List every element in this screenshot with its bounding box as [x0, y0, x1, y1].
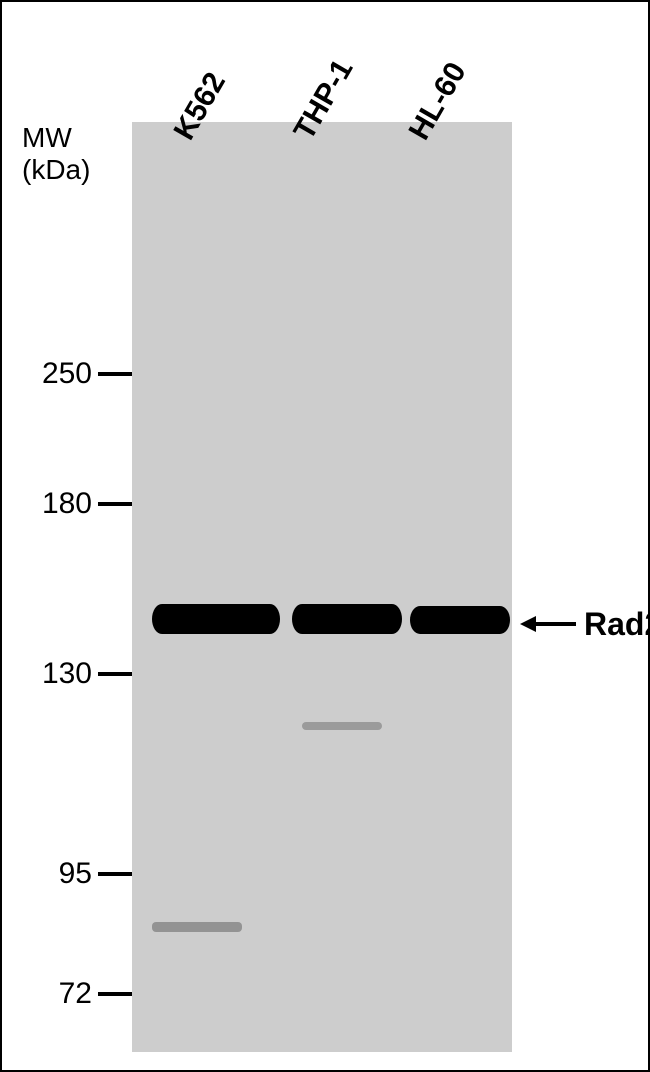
- band-lane1-rad21: [152, 604, 280, 634]
- mw-header-line2: (kDa): [22, 154, 90, 186]
- mw-tick-label: 180: [42, 487, 92, 521]
- arrow-left-icon: [520, 606, 576, 643]
- mw-tick-250: 250: [2, 357, 132, 391]
- mw-tick-180: 180: [2, 487, 132, 521]
- mw-header: MW (kDa): [22, 122, 90, 186]
- mw-header-line1: MW: [22, 122, 90, 154]
- mw-tick-line: [98, 372, 132, 376]
- mw-tick-label: 130: [42, 657, 92, 691]
- protein-label-rad21: Rad21: [520, 606, 650, 643]
- mw-tick-line: [98, 672, 132, 676]
- protein-label-text: Rad21: [584, 606, 650, 643]
- mw-tick-line: [98, 872, 132, 876]
- mw-tick-72: 72: [2, 977, 132, 1011]
- band-lane3-rad21: [410, 606, 510, 634]
- mw-tick-line: [98, 502, 132, 506]
- band-lane2-rad21: [292, 604, 402, 634]
- mw-tick-95: 95: [2, 857, 132, 891]
- faint-band-lane2: [302, 722, 382, 730]
- blot-membrane: [132, 122, 512, 1052]
- mw-tick-130: 130: [2, 657, 132, 691]
- mw-tick-label: 250: [42, 357, 92, 391]
- figure-container: K562 THP-1 HL-60 MW (kDa) 250 180 130 95…: [0, 0, 650, 1072]
- mw-tick-line: [98, 992, 132, 996]
- mw-tick-label: 95: [59, 857, 92, 891]
- faint-band-lane1: [152, 922, 242, 932]
- mw-tick-label: 72: [59, 977, 92, 1011]
